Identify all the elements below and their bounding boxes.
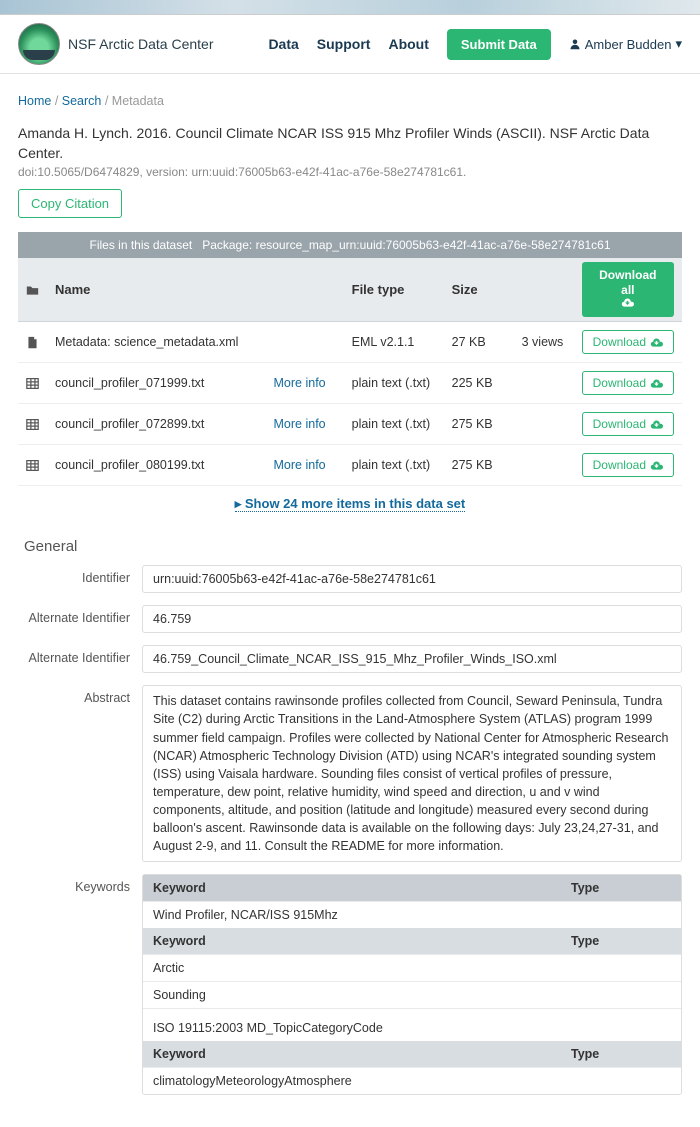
banner-image bbox=[0, 0, 700, 15]
table-icon bbox=[26, 459, 39, 472]
cloud-download-icon bbox=[621, 297, 634, 308]
file-size: 275 KB bbox=[444, 445, 514, 486]
download-all-label: Download all bbox=[599, 268, 656, 296]
cloud-download-icon bbox=[650, 337, 663, 348]
breadcrumb-search[interactable]: Search bbox=[62, 94, 102, 108]
file-icon bbox=[26, 336, 39, 349]
section-general-heading: General bbox=[24, 538, 682, 555]
citation-text: Amanda H. Lynch. 2016. Council Climate N… bbox=[18, 124, 682, 163]
kw-value: Arctic bbox=[143, 955, 561, 982]
table-row: council_profiler_071999.txt More info pla… bbox=[18, 363, 682, 404]
col-type[interactable]: File type bbox=[344, 258, 444, 322]
file-size: 275 KB bbox=[444, 404, 514, 445]
col-views bbox=[514, 258, 574, 322]
col-name[interactable]: Name bbox=[47, 258, 344, 322]
kw-value: Sounding bbox=[143, 982, 561, 1009]
alt-identifier-value-1: 46.759 bbox=[142, 605, 682, 633]
table-row: council_profiler_072899.txt More info pla… bbox=[18, 404, 682, 445]
show-more-link[interactable]: ▸ Show 24 more items in this data set bbox=[235, 496, 465, 512]
more-info-link[interactable]: More info bbox=[274, 458, 326, 472]
file-type: EML v2.1.1 bbox=[344, 322, 444, 363]
caret-down-icon: ▾ bbox=[675, 36, 682, 52]
kw-scheme: ISO 19115:2003 MD_TopicCategoryCode bbox=[143, 1009, 681, 1042]
file-size: 27 KB bbox=[444, 322, 514, 363]
user-name: Amber Budden bbox=[585, 37, 672, 52]
kw-head-keyword: Keyword bbox=[143, 875, 561, 902]
more-info-link[interactable]: More info bbox=[274, 376, 326, 390]
breadcrumb-home[interactable]: Home bbox=[18, 94, 51, 108]
file-views bbox=[514, 404, 574, 445]
top-navigation: NSF Arctic Data Center Data Support Abou… bbox=[0, 15, 700, 74]
identifier-label: Identifier bbox=[18, 565, 142, 585]
alt-identifier-label-1: Alternate Identifier bbox=[18, 605, 142, 625]
table-icon bbox=[26, 377, 39, 390]
copy-citation-button[interactable]: Copy Citation bbox=[18, 189, 122, 218]
folder-icon bbox=[26, 284, 39, 297]
show-more-row: ▸ Show 24 more items in this data set bbox=[18, 486, 682, 516]
file-name[interactable]: council_profiler_071999.txt bbox=[55, 376, 204, 390]
file-type: plain text (.txt) bbox=[344, 363, 444, 404]
download-button[interactable]: Download bbox=[582, 453, 674, 477]
logo-icon[interactable] bbox=[18, 23, 60, 65]
file-name[interactable]: Metadata: science_metadata.xml bbox=[55, 335, 238, 349]
cloud-download-icon bbox=[650, 460, 663, 471]
col-size[interactable]: Size bbox=[444, 258, 514, 322]
kw-head-keyword: Keyword bbox=[143, 1041, 561, 1068]
nav-links: Data Support About Submit Data Amber Bud… bbox=[268, 29, 682, 60]
user-menu[interactable]: Amber Budden▾ bbox=[569, 36, 682, 52]
file-type: plain text (.txt) bbox=[344, 445, 444, 486]
file-type: plain text (.txt) bbox=[344, 404, 444, 445]
file-name[interactable]: council_profiler_080199.txt bbox=[55, 458, 204, 472]
download-button[interactable]: Download bbox=[582, 330, 674, 354]
files-package-label: Package: resource_map_urn:uuid:76005b63-… bbox=[202, 238, 610, 252]
cloud-download-icon bbox=[650, 378, 663, 389]
nav-data[interactable]: Data bbox=[268, 36, 298, 52]
table-icon bbox=[26, 418, 39, 431]
abstract-value: This dataset contains rawinsonde profile… bbox=[142, 685, 682, 862]
alt-identifier-value-2: 46.759_Council_Climate_NCAR_ISS_915_Mhz_… bbox=[142, 645, 682, 673]
download-button[interactable]: Download bbox=[582, 412, 674, 436]
nav-about[interactable]: About bbox=[388, 36, 428, 52]
more-info-link[interactable]: More info bbox=[274, 417, 326, 431]
keywords-label: Keywords bbox=[18, 874, 142, 894]
file-views bbox=[514, 445, 574, 486]
abstract-label: Abstract bbox=[18, 685, 142, 705]
kw-value: climatologyMeteorologyAtmosphere bbox=[143, 1068, 561, 1095]
file-views bbox=[514, 363, 574, 404]
table-row: council_profiler_080199.txt More info pla… bbox=[18, 445, 682, 486]
kw-head-keyword: Keyword bbox=[143, 928, 561, 955]
citation-doi: doi:10.5065/D6474829, version: urn:uuid:… bbox=[18, 165, 682, 179]
kw-head-type: Type bbox=[561, 1041, 681, 1068]
breadcrumb-current: Metadata bbox=[112, 94, 164, 108]
main-content: Home / Search / Metadata Amanda H. Lynch… bbox=[0, 74, 700, 1127]
files-header-label: Files in this dataset bbox=[89, 238, 192, 252]
kw-value: Wind Profiler, NCAR/ISS 915Mhz bbox=[143, 902, 561, 929]
file-name[interactable]: council_profiler_072899.txt bbox=[55, 417, 204, 431]
table-row: Metadata: science_metadata.xml EML v2.1.… bbox=[18, 322, 682, 363]
site-name: NSF Arctic Data Center bbox=[68, 36, 214, 52]
logo-wrap: NSF Arctic Data Center bbox=[18, 23, 268, 65]
kw-head-type: Type bbox=[561, 928, 681, 955]
nav-support[interactable]: Support bbox=[317, 36, 371, 52]
file-views: 3 views bbox=[514, 322, 574, 363]
file-size: 225 KB bbox=[444, 363, 514, 404]
kw-head-type: Type bbox=[561, 875, 681, 902]
files-header-bar: Files in this dataset Package: resource_… bbox=[18, 232, 682, 258]
download-button[interactable]: Download bbox=[582, 371, 674, 395]
col-icon bbox=[18, 258, 47, 322]
user-icon bbox=[569, 38, 581, 50]
download-all-button[interactable]: Download all bbox=[582, 262, 674, 317]
files-table: Name File type Size Download all Metadat… bbox=[18, 258, 682, 486]
alt-identifier-label-2: Alternate Identifier bbox=[18, 645, 142, 665]
identifier-value: urn:uuid:76005b63-e42f-41ac-a76e-58e2747… bbox=[142, 565, 682, 593]
citation-block: Amanda H. Lynch. 2016. Council Climate N… bbox=[18, 124, 682, 179]
breadcrumb: Home / Search / Metadata bbox=[18, 84, 682, 118]
submit-data-button[interactable]: Submit Data bbox=[447, 29, 551, 60]
col-download: Download all bbox=[574, 258, 682, 322]
cloud-download-icon bbox=[650, 419, 663, 430]
